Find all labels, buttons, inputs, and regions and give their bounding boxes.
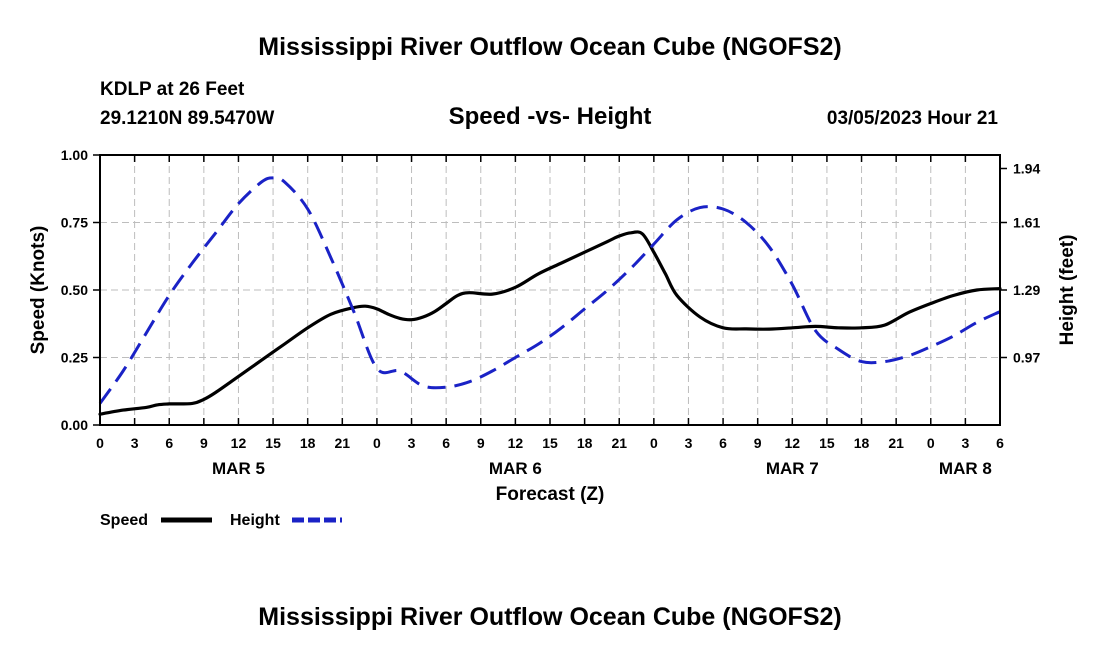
legend-height-label: Height [230, 512, 280, 529]
x-tick-label: 18 [300, 435, 316, 451]
y-tick-label-right: 1.94 [1013, 161, 1040, 177]
y-tick-label-left: 0.25 [61, 350, 88, 366]
x-tick-label: 0 [373, 435, 381, 451]
location-label: 29.1210N 89.5470W [100, 108, 274, 129]
x-tick-label: 18 [577, 435, 593, 451]
series-layer [98, 176, 1002, 416]
y-axis-label-right: Height (feet) [1057, 235, 1078, 346]
x-tick-label: 3 [685, 435, 693, 451]
x-tick-label: 15 [542, 435, 558, 451]
footer-title: Mississippi River Outflow Ocean Cube (NG… [258, 603, 841, 631]
x-tick-label: 6 [442, 435, 450, 451]
x-tick-label: 0 [650, 435, 658, 451]
x-day-label: MAR 7 [766, 459, 819, 478]
x-tick-label: 12 [231, 435, 247, 451]
x-tick-label: 9 [200, 435, 208, 451]
chart-title: Mississippi River Outflow Ocean Cube (NG… [258, 33, 841, 61]
x-tick-label: 15 [265, 435, 281, 451]
x-day-label: MAR 5 [212, 459, 265, 478]
tick-layer: 0 3 6 9 12 15 18 21 0 3 6 9 12 15 18 21 0 3 6 9 12 15 18 21 0 3 6M… [61, 147, 1041, 478]
x-tick-label: 6 [719, 435, 727, 451]
x-tick-label: 21 [611, 435, 627, 451]
legend-speed-label: Speed [100, 512, 148, 529]
x-tick-label: 6 [165, 435, 173, 451]
y-tick-label-right: 1.61 [1013, 215, 1040, 231]
x-tick-label: 21 [888, 435, 904, 451]
x-tick-label: 0 [927, 435, 935, 451]
x-tick-label: 18 [854, 435, 870, 451]
x-tick-label: 12 [785, 435, 801, 451]
x-tick-label: 3 [131, 435, 139, 451]
datetime-label: 03/05/2023 Hour 21 [827, 108, 999, 129]
station-label: KDLP at 26 Feet [100, 79, 245, 100]
y-tick-label-left: 0.50 [61, 282, 88, 298]
x-day-label: MAR 8 [939, 459, 992, 478]
y-tick-label-right: 1.29 [1013, 282, 1040, 298]
y-tick-label-right: 0.97 [1013, 350, 1040, 366]
x-tick-label: 9 [477, 435, 485, 451]
chart-subtitle: Speed -vs- Height [449, 103, 652, 130]
x-tick-label: 12 [508, 435, 524, 451]
x-tick-label: 3 [408, 435, 416, 451]
grid [100, 155, 1000, 425]
y-tick-label-left: 0.00 [61, 417, 88, 433]
x-tick-label: 6 [996, 435, 1004, 451]
series-line-height [98, 176, 1001, 405]
x-tick-label: 9 [754, 435, 762, 451]
x-tick-label: 0 [96, 435, 104, 451]
y-axis-label-left: Speed (Knots) [28, 226, 49, 355]
x-day-label: MAR 6 [489, 459, 542, 478]
x-tick-label: 3 [961, 435, 969, 451]
x-tick-label: 15 [819, 435, 835, 451]
x-tick-label: 21 [335, 435, 351, 451]
y-tick-label-left: 0.75 [61, 215, 88, 231]
x-axis-label: Forecast (Z) [496, 484, 605, 505]
series-line-speed [98, 230, 1002, 416]
y-tick-label-left: 1.00 [61, 147, 88, 163]
